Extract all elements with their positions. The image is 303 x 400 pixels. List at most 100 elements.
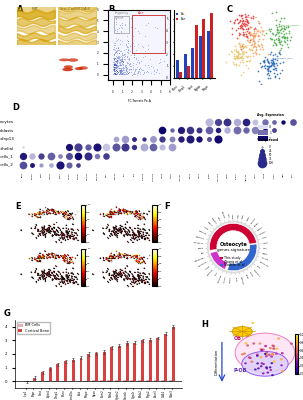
Point (206, 136, 211, 142)
Point (188, 136, 193, 142)
Point (95, 153, 99, 159)
Bar (154, 380, 156, 381)
Text: E: E (15, 202, 21, 211)
Point (113, 144, 118, 151)
Bar (103, 352, 105, 381)
Bar (61, 380, 64, 381)
Point (95, 144, 99, 151)
Point (160, 144, 165, 151)
Point (206, 118, 211, 125)
Bar (123, 380, 126, 381)
Point (48, 162, 53, 168)
Point (122, 144, 127, 151)
Point (67, 144, 72, 151)
Point (67, 162, 72, 168)
Point (234, 118, 239, 125)
Point (151, 136, 155, 142)
Point (216, 118, 221, 125)
Bar (131, 380, 133, 381)
Point (262, 127, 267, 133)
Legend: BM Cells, Cortical Bone: BM Cells, Cortical Bone (17, 322, 50, 334)
Point (57, 118, 62, 125)
Point (216, 127, 221, 133)
Bar (156, 338, 159, 381)
Point (197, 136, 202, 142)
Point (132, 144, 137, 151)
Point (113, 136, 118, 142)
Point (20, 162, 25, 168)
Text: F: F (164, 202, 169, 211)
Point (57, 162, 62, 168)
Point (225, 118, 230, 125)
Point (39, 153, 44, 159)
Bar (79, 358, 82, 381)
Point (197, 127, 202, 133)
Point (169, 144, 174, 151)
Point (132, 136, 137, 142)
Point (178, 136, 183, 142)
Bar (107, 380, 110, 381)
Point (29, 162, 34, 168)
Point (151, 144, 155, 151)
Bar (64, 362, 67, 381)
Point (104, 144, 109, 151)
Point (141, 144, 146, 151)
Point (234, 127, 239, 133)
Bar (92, 380, 95, 381)
Bar (126, 343, 128, 381)
Point (206, 127, 211, 133)
Point (271, 127, 276, 133)
Point (67, 153, 72, 159)
Bar (172, 327, 175, 381)
Point (169, 162, 174, 168)
Point (244, 127, 248, 133)
Bar (110, 347, 113, 381)
Text: B: B (108, 5, 115, 14)
Point (281, 118, 286, 125)
Point (169, 127, 174, 133)
Point (85, 144, 90, 151)
Point (244, 118, 248, 125)
Bar (49, 368, 52, 381)
Bar (115, 380, 118, 381)
Bar (26, 381, 28, 382)
Point (178, 153, 183, 159)
Bar (72, 360, 75, 381)
Point (76, 153, 81, 159)
Bar (149, 340, 152, 381)
Point (20, 153, 25, 159)
Point (85, 153, 90, 159)
Bar (169, 380, 172, 381)
Bar (161, 380, 164, 381)
Point (122, 136, 127, 142)
Point (178, 127, 183, 133)
Text: D: D (12, 104, 19, 112)
Bar (77, 380, 79, 381)
Point (48, 153, 53, 159)
Point (253, 127, 258, 133)
Point (29, 136, 34, 142)
Bar (164, 334, 167, 381)
Point (169, 136, 174, 142)
Text: H: H (201, 320, 208, 329)
Point (57, 153, 62, 159)
Text: Sost-CreERT2/Ai9: Sost-CreERT2/Ai9 (59, 7, 90, 11)
Text: C: C (227, 5, 233, 14)
Point (262, 118, 267, 125)
Point (76, 162, 81, 168)
Point (225, 127, 230, 133)
Bar (33, 378, 36, 381)
Bar (87, 354, 90, 381)
Point (29, 153, 34, 159)
Point (160, 127, 165, 133)
Bar (95, 353, 98, 381)
Point (253, 118, 258, 125)
Point (271, 118, 276, 125)
Text: WT: WT (32, 7, 38, 11)
Bar (56, 364, 59, 381)
Point (188, 127, 193, 133)
Bar (133, 343, 136, 381)
Bar (146, 380, 149, 381)
Point (76, 144, 81, 151)
Point (20, 144, 25, 151)
